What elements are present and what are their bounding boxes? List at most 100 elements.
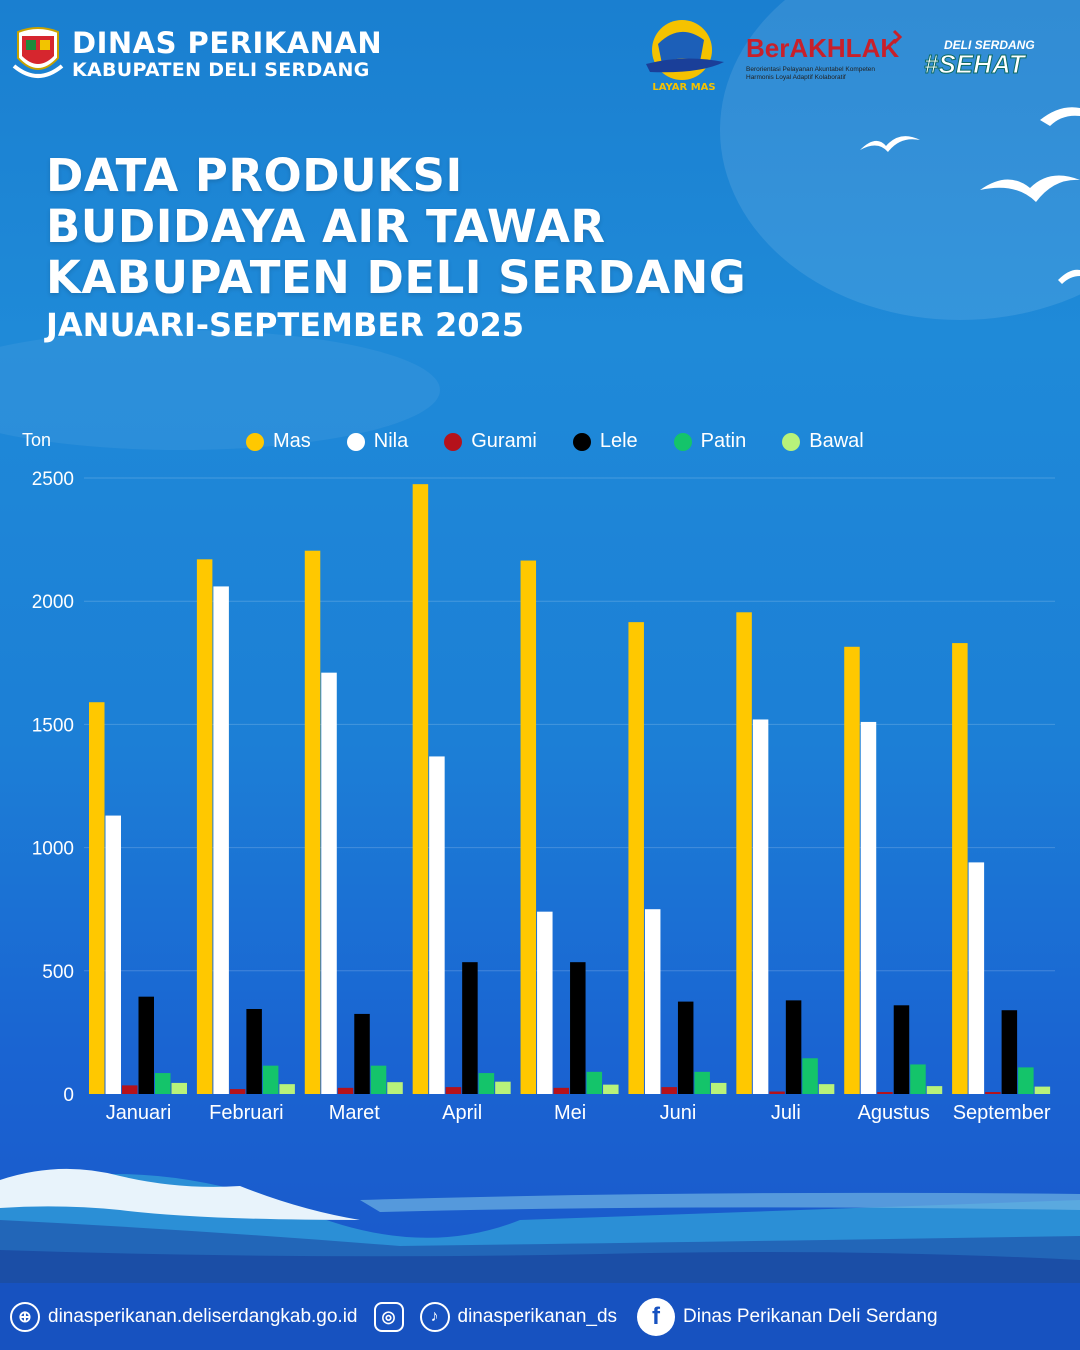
bar-mas [520,560,537,1094]
background-shape [0,330,440,450]
x-tick-label: Mei [554,1102,586,1124]
bar-gurami [661,1087,677,1094]
footer-website[interactable]: ⊕ dinasperikanan.deliserdangkab.go.id [10,1301,358,1332]
bar-nila [321,672,337,1094]
title-period: JANUARI-SEPTEMBER 2025 [46,306,525,344]
legend-swatch [673,432,692,451]
partner-logos: LAYAR MAS BerAKHLAK Berorientasi Pelayan… [640,14,1040,96]
bar-lele [138,996,154,1094]
bar-patin [694,1071,710,1094]
bar-nila [860,721,877,1094]
bar-lele [354,1013,370,1094]
social-handle-text: dinasperikanan_ds [457,1305,618,1327]
sehat-line1: DELI SERDANG [944,38,1035,52]
bar-gurami [553,1087,570,1094]
y-axis-unit: Ton [22,430,52,450]
legend-label: Patin [700,430,747,452]
legend-swatch [246,432,264,451]
legend-swatch [782,432,801,451]
legend-item: Patin [673,430,747,453]
bar-mas [412,484,429,1094]
facebook-text: Dinas Perikanan Deli Serdang [683,1305,938,1327]
bar-lele [246,1008,262,1094]
y-tick-label: 1000 [32,839,74,860]
bar-bawal [387,1082,403,1094]
bar-gurami [337,1087,354,1094]
x-tick-label: Januari [106,1102,172,1124]
bar-gurami [445,1087,462,1094]
legend-item: Gurami [444,430,537,453]
bar-patin [1018,1067,1034,1094]
berakhlak-text: BerAKHLAK [746,33,899,63]
footer-facebook[interactable]: f Dinas Perikanan Deli Serdang [637,1297,938,1336]
legend-label: Bawal [809,430,864,452]
bar-bawal [926,1086,943,1094]
x-tick-label: September [953,1102,1051,1124]
title-line: BUDIDAYA AIR TAWAR [46,200,606,253]
y-tick-label: 2000 [32,592,74,613]
x-tick-label: Agustus [858,1102,930,1124]
title-line: KABUPATEN DELI SERDANG [46,251,747,304]
bar-bawal [603,1084,619,1094]
bar-bawal [1034,1086,1051,1094]
x-tick-label: Februari [209,1102,283,1124]
footer-instagram[interactable]: ◎ [373,1301,412,1332]
bar-bawal [818,1084,835,1094]
legend-item: Nila [346,430,408,453]
deli-serdang-sehat-logo: DELI SERDANG #SEHAT [924,38,1035,80]
instagram-icon: ◎ [373,1301,404,1332]
bar-lele [893,1005,910,1094]
wave-decoration [0,1168,1080,1285]
berakhlak-logo: BerAKHLAK Berorientasi Pelayanan Akuntab… [746,29,903,81]
bar-patin [155,1073,171,1094]
bar-lele [462,962,478,1094]
x-tick-label: Juli [771,1102,801,1124]
bar-bawal [171,1082,187,1094]
layar-mas-logo: LAYAR MAS [646,20,724,93]
y-tick-label: 2500 [32,469,74,490]
bar-chart: 0 500 1000 1500 2000 2500 Januari Februari Maret… [32,469,1055,1124]
footer-tiktok[interactable]: ♪ dinasperikanan_ds [419,1301,618,1332]
birds-decoration [860,107,1080,284]
header: DINAS PERIKANAN KABUPATEN DELI SERDANG [12,22,382,86]
y-tick-label: 0 [63,1085,74,1106]
bar-nila [537,911,553,1094]
berakhlak-subtext: Berorientasi Pelayanan Akuntabel Kompete… [746,66,875,73]
bar-mas [304,550,321,1094]
bar-nila [213,586,229,1094]
website-text: dinasperikanan.deliserdangkab.go.id [48,1305,358,1327]
y-tick-label: 500 [42,962,74,983]
facebook-icon: f [637,1297,676,1336]
sehat-line2: #SEHAT [924,49,1027,79]
chart-legend: Mas Nila Gurami Lele Patin Bawal [246,430,900,453]
legend-label: Lele [599,430,638,452]
regency-emblem-icon [12,27,64,78]
bar-lele [1001,1010,1018,1094]
bar-nila [644,909,661,1094]
bar-gurami [985,1092,1001,1094]
legend-label: Gurami [471,430,537,452]
bar-gurami [877,1092,893,1094]
footer: ⊕ dinasperikanan.deliserdangkab.go.id ◎ … [0,1283,1080,1350]
x-tick-label: Juni [660,1102,697,1124]
legend-label: Mas [273,430,311,452]
bar-nila [968,862,985,1094]
title-line: DATA PRODUKSI [46,149,463,202]
bar-gurami [229,1089,246,1094]
tiktok-icon: ♪ [419,1301,450,1332]
legend-item: Bawal [782,430,864,453]
legend-swatch [572,432,591,451]
bar-nila [429,756,445,1094]
title-block: DATA PRODUKSI BUDIDAYA AIR TAWAR KABUPAT… [46,150,746,345]
bar-mas [628,622,644,1094]
bar-patin [370,1065,387,1094]
bar-lele [785,1000,802,1094]
bar-patin [802,1058,818,1094]
bar-nila [752,719,769,1094]
legend-swatch [444,432,463,451]
berakhlak-subtext: Harmonis Loyal Adaptif Kolaboratif [746,74,846,81]
bar-patin [586,1071,603,1094]
legend-item: Lele [572,430,638,453]
x-tick-label: April [442,1102,482,1124]
bar-gurami [769,1091,785,1094]
